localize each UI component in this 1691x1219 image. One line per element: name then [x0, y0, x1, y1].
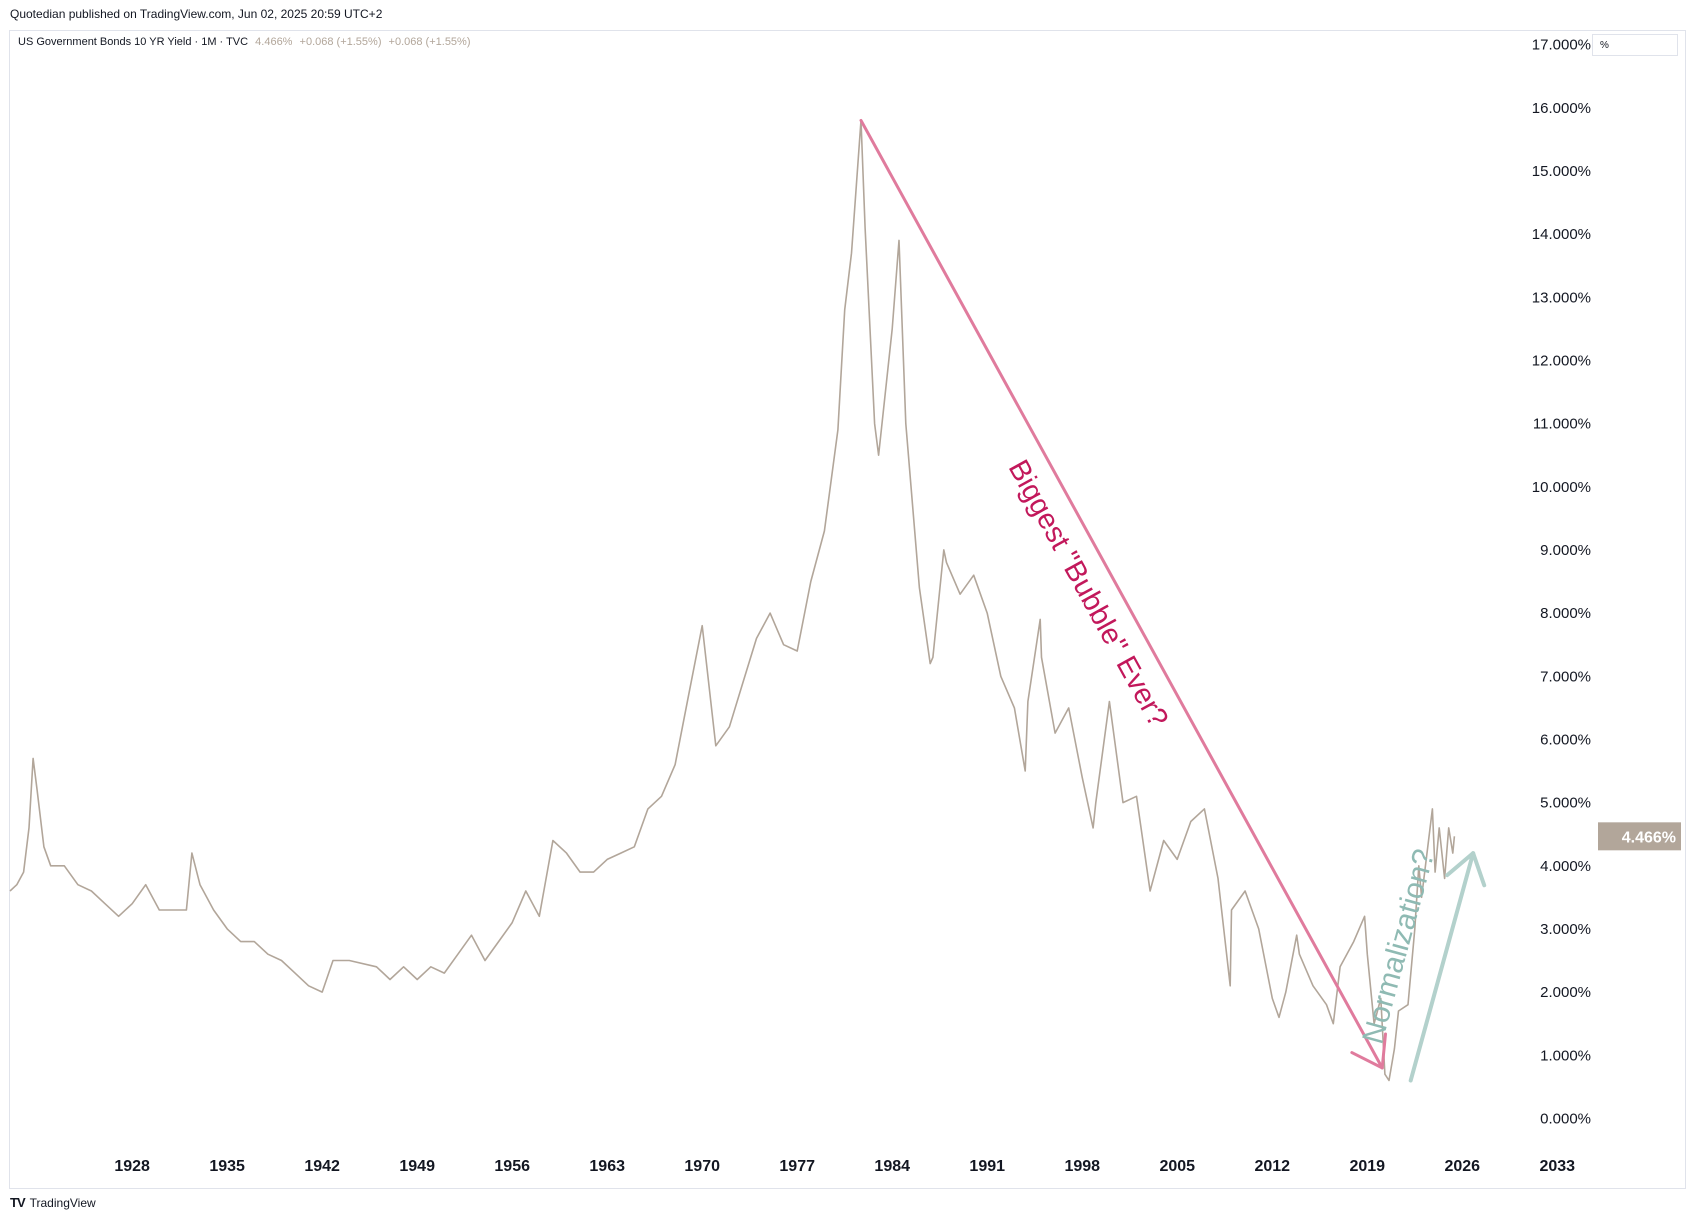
normalization-arrow-head — [1445, 851, 1487, 888]
x-tick-label: 2026 — [1444, 1158, 1480, 1175]
tradingview-logo-icon: TV — [10, 1195, 26, 1210]
y-tick-label: 0.000% — [1540, 1110, 1591, 1127]
brand-label: TradingView — [29, 1195, 96, 1210]
last-price: 4.466% — [255, 36, 293, 48]
x-tick-label: 1935 — [209, 1158, 245, 1175]
y-tick-label: 9.000% — [1540, 542, 1591, 559]
y-tick-label: 8.000% — [1540, 605, 1591, 622]
y-tick-label: 16.000% — [1532, 100, 1591, 117]
x-tick-label: 2019 — [1349, 1158, 1385, 1175]
last-value-label: 4.466% — [1622, 829, 1676, 846]
x-tick-label: 2033 — [1539, 1158, 1575, 1175]
x-tick-label: 1984 — [874, 1158, 910, 1175]
x-tick-label: 1963 — [589, 1158, 625, 1175]
symbol-name: US Government Bonds 10 YR Yield · 1M · T… — [18, 36, 249, 48]
publisher-caption: Quotedian published on TradingView.com, … — [10, 7, 383, 21]
y-tick-label: 2.000% — [1540, 984, 1591, 1001]
last-value-badge — [1598, 822, 1681, 851]
y-tick-label: 15.000% — [1532, 163, 1591, 180]
chart-frame — [9, 30, 1686, 1189]
x-tick-label: 1977 — [779, 1158, 815, 1175]
y-tick-label: 11.000% — [1533, 416, 1591, 433]
y-tick-label: 12.000% — [1532, 352, 1591, 369]
bubble-arrow-head — [1350, 1032, 1387, 1070]
y-tick-label: 3.000% — [1540, 921, 1591, 938]
symbol-legend[interactable]: US Government Bonds 10 YR Yield · 1M · T… — [18, 36, 471, 48]
bubble-label: Biggest "Bubble" Ever? — [1002, 455, 1174, 733]
x-tick-label: 2005 — [1159, 1158, 1195, 1175]
x-tick-label: 1991 — [969, 1158, 1005, 1175]
y-tick-label: 6.000% — [1540, 731, 1591, 748]
x-tick-label: 1942 — [304, 1158, 340, 1175]
change-2: +0.068 (+1.55%) — [388, 36, 471, 48]
normalization-arrow-shaft — [1408, 851, 1476, 1083]
y-tick-label: 5.000% — [1540, 795, 1591, 812]
y-tick-label: 14.000% — [1532, 226, 1591, 243]
y-tick-label: 13.000% — [1532, 289, 1591, 306]
change-1: +0.068 (+1.55%) — [299, 36, 382, 48]
series-line-0 — [9, 119, 1456, 1082]
x-tick-label: 1970 — [684, 1158, 720, 1175]
x-tick-label: 1928 — [114, 1158, 150, 1175]
tradingview-brand[interactable]: TV TradingView — [10, 1195, 96, 1210]
bubble-arrow-shaft — [859, 118, 1384, 1070]
axis-unit-label: % — [1600, 40, 1609, 51]
x-tick-label: 1956 — [494, 1158, 530, 1175]
y-tick-label: 17.000% — [1532, 37, 1591, 54]
x-tick-label: 1949 — [399, 1158, 435, 1175]
x-tick-label: 1998 — [1064, 1158, 1100, 1175]
x-tick-label: 2012 — [1254, 1158, 1290, 1175]
y-tick-label: 1.000% — [1540, 1047, 1591, 1064]
axis-unit-toggle[interactable]: % — [1592, 34, 1678, 56]
y-tick-label: 7.000% — [1540, 668, 1591, 685]
y-tick-label: 4.000% — [1540, 858, 1591, 875]
y-tick-label: 10.000% — [1532, 479, 1591, 496]
